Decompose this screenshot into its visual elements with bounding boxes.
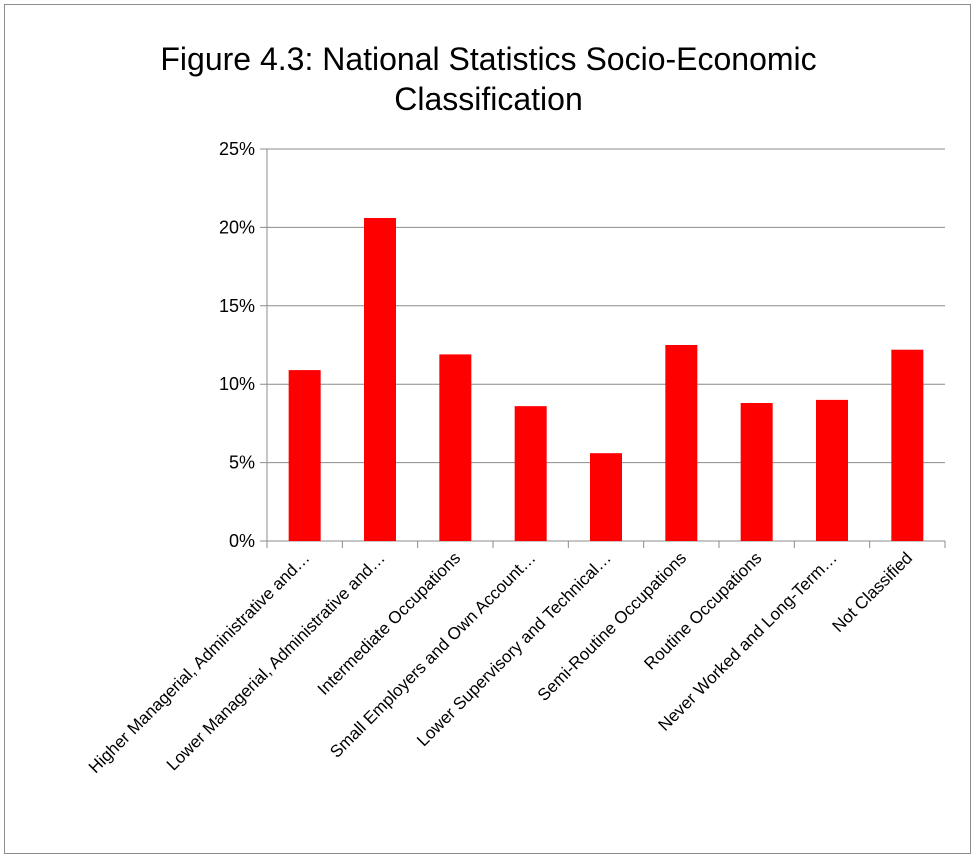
y-tick-label: 25% <box>219 139 255 159</box>
bar <box>590 453 622 541</box>
bar <box>439 354 472 541</box>
bar <box>288 370 321 541</box>
y-tick-label: 10% <box>219 374 255 394</box>
bar <box>891 349 924 541</box>
x-category-label: Semi-Routine Occupations <box>534 548 690 704</box>
y-tick-label: 15% <box>219 296 255 316</box>
bar <box>665 345 698 541</box>
chart-frame: Figure 4.3: National Statistics Socio-Ec… <box>4 4 971 854</box>
y-tick-label: 5% <box>229 453 255 473</box>
y-tick-label: 0% <box>229 531 255 551</box>
chart-title-text: Figure 4.3: National Statistics Socio-Ec… <box>160 41 817 117</box>
x-category-label: Not Classified <box>829 548 917 636</box>
bar <box>364 217 396 541</box>
y-tick-label: 20% <box>219 217 255 237</box>
x-category-label: Intermediate Occupations <box>314 548 464 698</box>
bar <box>740 403 773 541</box>
bar <box>816 399 848 541</box>
chart-title: Figure 4.3: National Statistics Socio-Ec… <box>5 39 972 119</box>
bar <box>514 406 547 541</box>
